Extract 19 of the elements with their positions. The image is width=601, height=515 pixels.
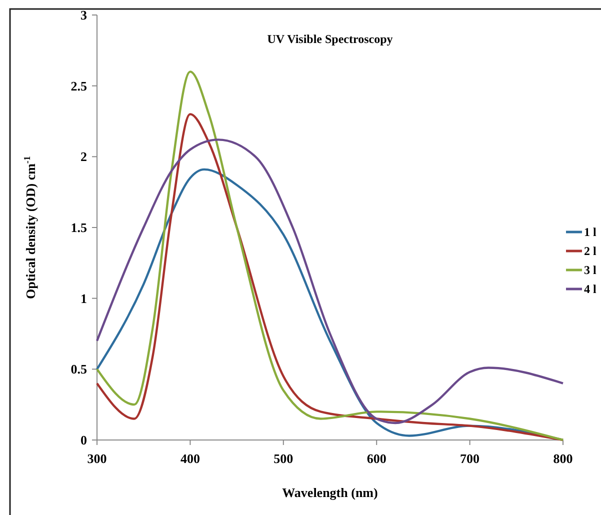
legend-label: 4 l — [584, 282, 597, 296]
legend-label: 2 l — [584, 244, 597, 258]
x-tick-label: 400 — [180, 451, 200, 466]
x-tick-label: 500 — [274, 451, 294, 466]
text: UV Visible Spectroscopy — [267, 32, 393, 46]
x-tick-label: 700 — [460, 451, 480, 466]
x-tick-label: 300 — [87, 451, 107, 466]
x-axis-title: Wavelength (nm) — [282, 485, 378, 500]
y-tick-label: 2.5 — [70, 78, 88, 94]
y-tick-label: 3 — [80, 8, 88, 23]
legend-label: 1 l — [584, 225, 597, 240]
legend-label: 3 l — [584, 263, 597, 278]
y-tick-label: 1 — [80, 290, 87, 306]
x-tick-label: 800 — [553, 451, 573, 466]
x-tick-label: 600 — [366, 451, 386, 466]
y-tick-label: 0.5 — [70, 362, 88, 377]
y-tick-label: 0 — [80, 432, 87, 448]
y-tick-label: 2 — [80, 149, 87, 164]
y-tick-label: 1.5 — [70, 220, 88, 236]
